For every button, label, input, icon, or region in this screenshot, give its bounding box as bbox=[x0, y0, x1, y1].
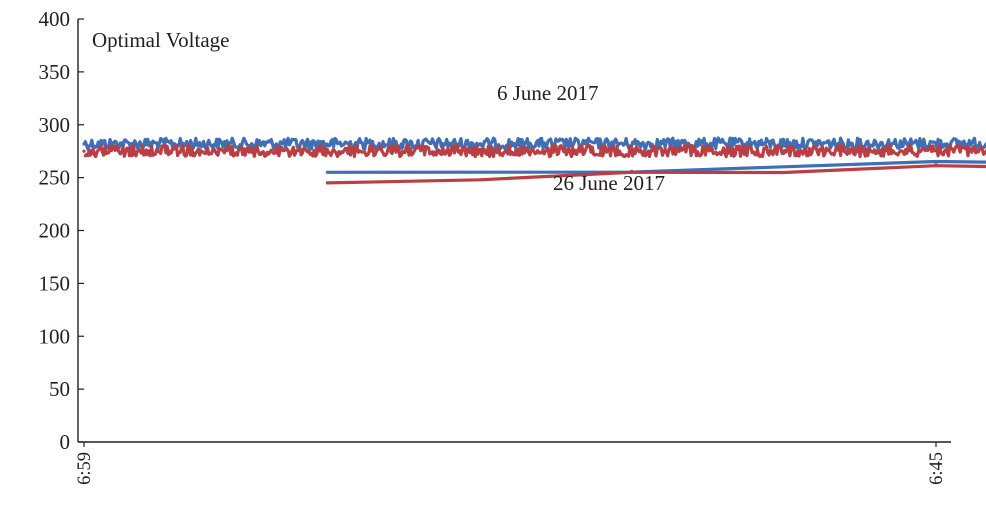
data-point bbox=[934, 163, 938, 167]
y-tick-label: 350 bbox=[39, 60, 71, 84]
data-point bbox=[325, 181, 329, 185]
x-tick-label: 6:45 bbox=[927, 452, 947, 485]
y-tick-label: 150 bbox=[39, 271, 71, 295]
y-tick-label: 50 bbox=[49, 377, 70, 401]
series-layer bbox=[82, 136, 986, 185]
y-axis-label: Optimal Voltage bbox=[92, 28, 229, 52]
y-tick-label: 0 bbox=[60, 430, 71, 454]
y-tick-label: 100 bbox=[39, 324, 71, 348]
data-point bbox=[82, 142, 86, 146]
y-tick-label: 300 bbox=[39, 113, 71, 137]
x-tick-label: 6:59 bbox=[75, 452, 95, 485]
series-label-26-june-2017: 26 June 2017 bbox=[553, 171, 665, 195]
y-axis-ticks: 0 50 100 150 200 250 300 350 400 bbox=[39, 7, 84, 454]
y-tick-label: 200 bbox=[39, 219, 71, 243]
y-tick-label: 250 bbox=[39, 166, 71, 190]
series-2 bbox=[82, 144, 986, 185]
data-point bbox=[82, 149, 86, 153]
y-tick-label: 400 bbox=[39, 7, 71, 31]
data-point bbox=[325, 170, 329, 174]
x-axis-ticks: 6:597:207:408:008:208:409:009:219:4110:0… bbox=[75, 442, 947, 485]
series-label-6-june-2017: 6 June 2017 bbox=[497, 81, 599, 105]
data-point bbox=[630, 169, 634, 173]
